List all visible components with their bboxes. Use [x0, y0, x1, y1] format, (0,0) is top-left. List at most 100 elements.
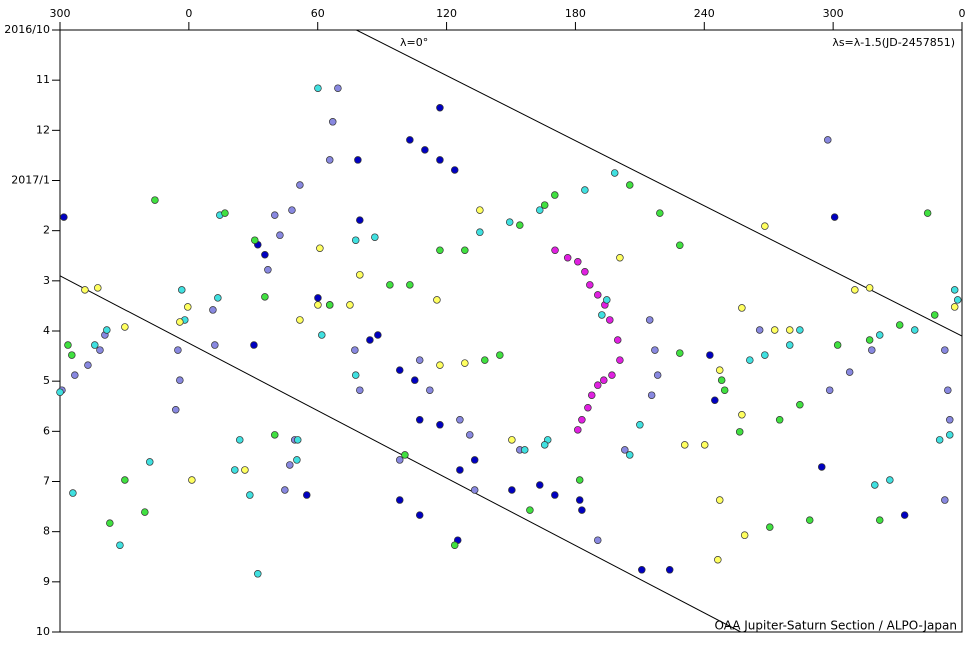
point [720, 386, 729, 394]
point [401, 451, 409, 459]
point [318, 331, 326, 339]
point [246, 491, 254, 499]
point [71, 371, 79, 379]
y-tick-label: 9 [43, 575, 50, 588]
point [786, 341, 794, 349]
point [386, 281, 394, 289]
point [436, 156, 444, 164]
point [261, 293, 269, 301]
point [761, 351, 769, 359]
point [174, 346, 182, 354]
point [586, 281, 594, 289]
point [396, 456, 404, 464]
point [581, 268, 589, 276]
point [236, 436, 244, 444]
point [374, 331, 382, 339]
point [717, 376, 726, 384]
point [356, 386, 364, 394]
point [466, 431, 474, 439]
y-tick-label: 4 [43, 324, 50, 337]
reference-line [356, 30, 962, 337]
point [296, 181, 304, 189]
point [616, 254, 624, 262]
point [496, 351, 504, 359]
point [69, 489, 77, 497]
point [450, 166, 459, 174]
point [94, 284, 102, 292]
point [426, 386, 434, 394]
point [606, 316, 614, 324]
point [293, 456, 301, 464]
point [516, 221, 524, 229]
point [68, 351, 76, 359]
point [356, 216, 364, 224]
y-tick-label: 2017/1 [11, 174, 50, 187]
point [900, 511, 909, 519]
point [746, 356, 754, 364]
point [824, 136, 832, 144]
point [271, 431, 279, 439]
x-tick-label: 120 [436, 7, 457, 20]
point [761, 222, 769, 230]
y-tick-label: 12 [36, 123, 50, 136]
point [598, 311, 606, 319]
point [456, 466, 464, 474]
point [575, 496, 584, 504]
point [581, 186, 589, 194]
point [456, 416, 464, 424]
point [106, 519, 114, 527]
point [211, 341, 219, 349]
point [818, 463, 826, 471]
point [328, 118, 337, 126]
point [865, 284, 874, 292]
point [264, 266, 272, 274]
point [396, 366, 404, 374]
point [470, 486, 479, 494]
point [520, 446, 529, 454]
point [941, 496, 949, 504]
point [700, 441, 709, 449]
point [415, 416, 424, 424]
point [613, 336, 622, 344]
point [254, 570, 262, 578]
point [868, 346, 876, 354]
point [436, 246, 444, 254]
point [436, 361, 444, 369]
point [231, 466, 239, 474]
point [406, 281, 414, 289]
point [551, 191, 559, 199]
y-tick-label: 11 [36, 73, 50, 86]
point [450, 541, 459, 549]
point [56, 388, 64, 396]
point [141, 508, 149, 516]
point [121, 323, 129, 331]
point [415, 356, 424, 364]
point [433, 296, 441, 304]
plot-frame [59, 29, 963, 633]
point [436, 421, 444, 429]
point [935, 436, 944, 444]
point [851, 286, 859, 294]
x-tick-label: 0 [959, 7, 966, 20]
point [770, 326, 779, 334]
point [946, 431, 954, 439]
point [584, 404, 592, 412]
point [461, 359, 469, 367]
point [805, 516, 814, 524]
point [621, 446, 629, 454]
point [151, 196, 159, 204]
point [950, 303, 959, 311]
point [740, 531, 749, 539]
point [172, 406, 180, 414]
point [334, 84, 342, 92]
point [645, 316, 654, 324]
point [830, 213, 839, 221]
y-tick-label: 3 [43, 274, 50, 287]
point [653, 371, 662, 379]
point [563, 254, 572, 262]
point [953, 296, 962, 304]
point [121, 476, 129, 484]
y-tick-label: 6 [43, 424, 50, 437]
point [288, 206, 296, 214]
point [886, 476, 894, 484]
